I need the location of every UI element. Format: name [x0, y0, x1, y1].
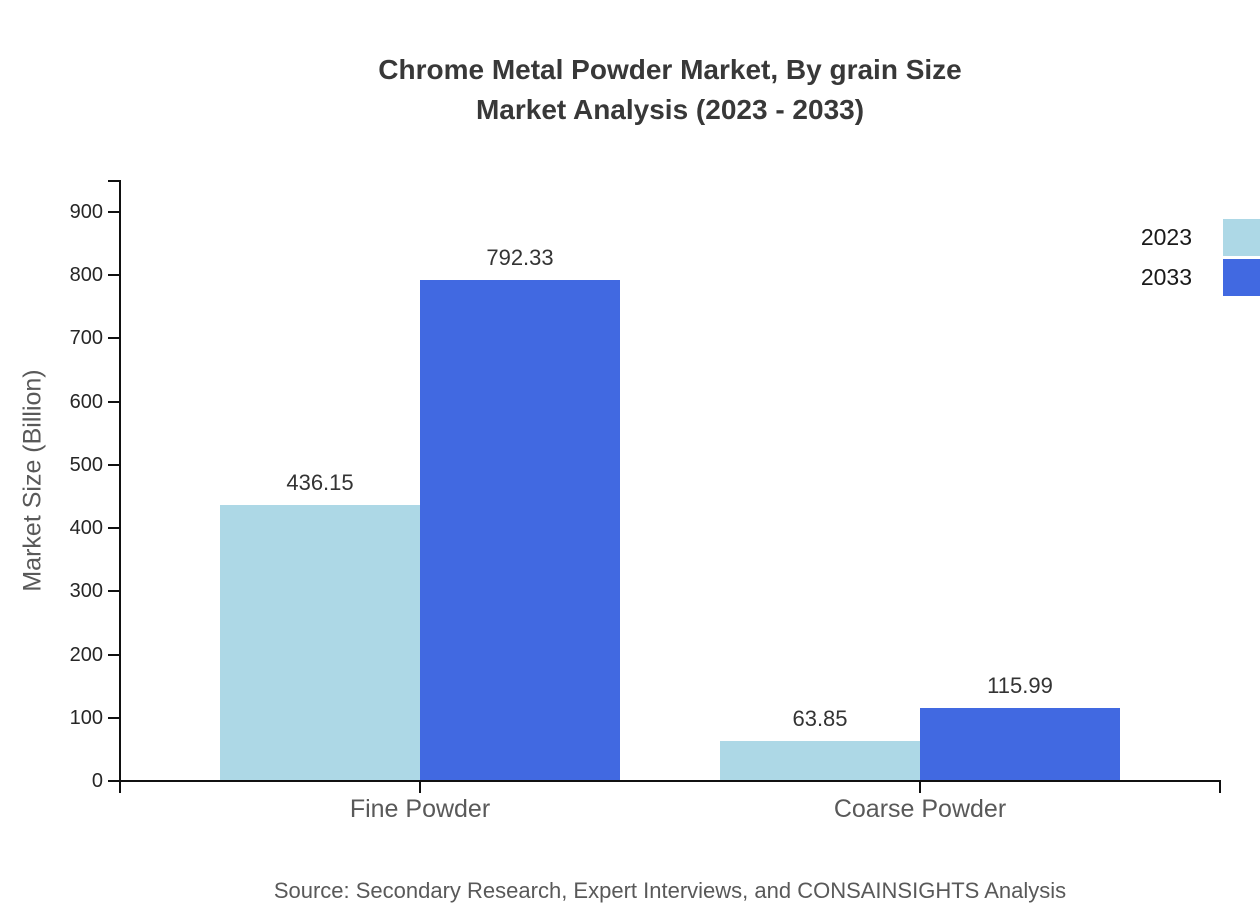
x-axis-end-tick — [1219, 780, 1221, 793]
legend-label-2023: 2023 — [1140, 224, 1192, 250]
source-note: Source: Secondary Research, Expert Inter… — [273, 878, 1067, 903]
y-tick-label: 0 — [91, 770, 103, 792]
legend-label-2033: 2033 — [1140, 264, 1192, 290]
legend-swatch-2023 — [1223, 219, 1260, 256]
chart-title: Chrome Metal Powder Market, By grain Siz… — [120, 50, 1220, 130]
value-label-fine-powder-2023: 436.15 — [286, 470, 354, 496]
y-tick — [108, 780, 120, 782]
y-tick-label: 200 — [69, 643, 103, 666]
legend: 2023 2033 — [1141, 219, 1260, 299]
value-label-coarse-powder-2033: 115.99 — [987, 672, 1053, 698]
y-tick — [108, 274, 120, 277]
y-tick-label: 700 — [69, 327, 103, 350]
y-tick — [108, 337, 120, 340]
y-tick — [108, 527, 120, 530]
y-tick-label: 900 — [69, 201, 103, 223]
y-axis-end-tick — [108, 180, 120, 182]
y-tick — [108, 716, 120, 719]
chart-title-line-1: Chrome Metal Powder Market, By grain Siz… — [378, 54, 962, 85]
y-tick — [108, 653, 120, 656]
legend-swatch-2033 — [1223, 259, 1260, 296]
legend-item-2023: 2023 — [1141, 219, 1260, 256]
y-tick — [108, 211, 120, 213]
y-tick — [108, 590, 120, 593]
x-tick-coarse-powder — [919, 781, 921, 793]
x-tick-fine-powder — [419, 781, 421, 793]
category-label-fine-powder: Fine Powder — [349, 795, 491, 823]
y-tick — [108, 400, 120, 403]
bar-fine-powder-2033 — [420, 280, 620, 781]
y-tick-label: 100 — [69, 706, 103, 729]
bar-coarse-powder-2033 — [920, 707, 1120, 781]
legend-item-2033: 2033 — [1141, 259, 1260, 296]
bar-coarse-powder-2023 — [720, 740, 920, 781]
y-tick-label: 400 — [69, 517, 103, 540]
y-tick-label: 800 — [69, 264, 103, 287]
x-axis-line — [119, 780, 1221, 782]
bar-fine-powder-2023 — [220, 505, 420, 781]
y-tick — [108, 463, 120, 466]
category-label-coarse-powder: Coarse Powder — [833, 795, 1007, 823]
y-axis-line — [119, 180, 121, 783]
y-tick-label: 500 — [69, 453, 103, 476]
chart-title-line-2: Market Analysis (2023 - 2033) — [475, 94, 865, 125]
value-label-fine-powder-2033: 792.33 — [486, 245, 554, 271]
y-tick-label: 300 — [69, 580, 103, 603]
x-axis-start-tick — [119, 780, 121, 793]
y-tick-label: 600 — [69, 390, 103, 413]
value-label-coarse-powder-2023: 63.85 — [792, 705, 848, 731]
